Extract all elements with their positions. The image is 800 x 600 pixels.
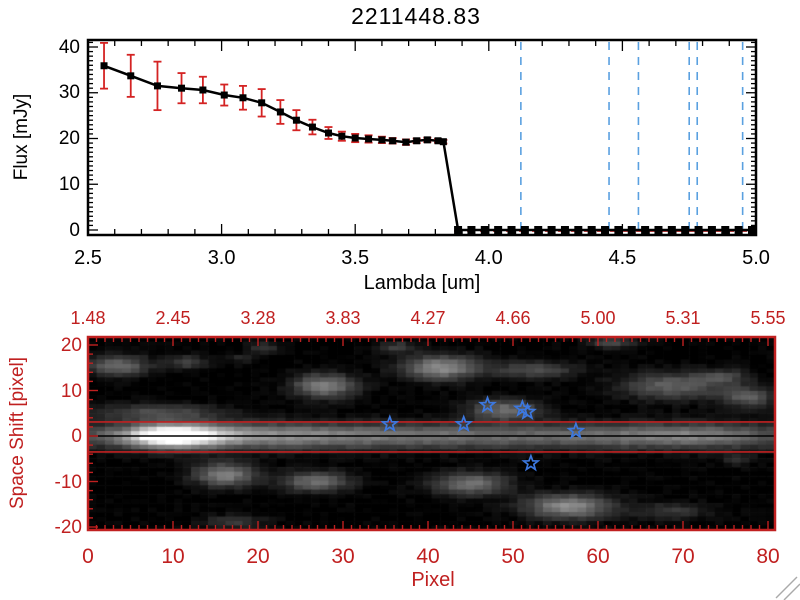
zero-flux-marker [520, 226, 529, 234]
wavelength-tick-label: 4.66 [495, 308, 531, 328]
flux-tick-label: 20 [58, 128, 80, 149]
data-point-marker [423, 136, 431, 144]
bottom-panel-frame [86, 335, 777, 532]
zero-flux-marker [480, 226, 489, 234]
pixel-tick-label: 10 [161, 545, 185, 568]
data-point-marker [413, 137, 421, 145]
wavelength-tick-label: 5.00 [580, 308, 616, 328]
data-point-marker [378, 136, 386, 144]
lambda-axis-label: Lambda [um] [363, 272, 481, 294]
spectral-image-canvas [88, 337, 775, 530]
pixel-tick-label: 20 [246, 545, 270, 568]
wavelength-tick-label: 2.45 [155, 308, 191, 328]
lambda-tick-label: 4.5 [608, 247, 637, 269]
zero-flux-marker [467, 226, 476, 234]
zero-flux-marker [734, 226, 743, 234]
pixel-tick-label: 30 [331, 545, 355, 568]
zero-flux-marker [574, 226, 583, 234]
zero-flux-marker [681, 226, 690, 234]
data-point-marker [199, 86, 207, 94]
pixel-tick-label: 50 [501, 545, 525, 568]
pixel-tick-label: 60 [586, 545, 610, 568]
zero-flux-marker [694, 226, 703, 234]
zero-flux-marker [534, 226, 543, 234]
star-marker [477, 395, 498, 414]
zero-flux-marker [547, 226, 556, 234]
flux-tick-label: 0 [69, 219, 80, 241]
zero-flux-marker [507, 226, 516, 234]
zero-flux-marker [641, 226, 650, 234]
zero-flux-marker [721, 226, 730, 234]
zero-flux-marker [627, 226, 636, 234]
data-point-marker [308, 123, 316, 131]
zero-flux-marker [601, 226, 610, 234]
data-point-marker [351, 134, 359, 142]
flux-axis-label: Flux [mJy] [11, 93, 32, 181]
wavelength-tick-label: 3.83 [325, 308, 361, 328]
zero-flux-marker [494, 226, 503, 234]
star-marker [454, 414, 474, 433]
data-point-marker [338, 132, 346, 140]
zero-flux-marker [454, 226, 463, 234]
top-panel-frame [86, 38, 758, 237]
data-point-marker [434, 137, 442, 145]
shift-tick-label: -10 [54, 471, 82, 493]
plot-title: 2211448.83 [351, 3, 481, 29]
lambda-tick-label: 5.0 [742, 247, 770, 269]
data-point-marker [389, 137, 397, 145]
data-point-marker [258, 99, 266, 107]
corner-hatch-mark [783, 583, 800, 600]
flux-tick-label: 10 [58, 173, 80, 195]
shift-tick-label: -20 [54, 517, 82, 538]
zero-flux-marker [667, 226, 676, 234]
pixel-tick-label: 80 [756, 545, 780, 568]
data-point-marker [153, 82, 161, 90]
data-point-marker [239, 94, 247, 102]
zero-flux-marker [707, 226, 716, 234]
pixel-axis-label: Pixel [411, 569, 455, 591]
shift-tick-label: 0 [71, 426, 82, 447]
flux-tick-label: 40 [58, 36, 80, 58]
space-shift-axis-label: Space Shift [pixel] [7, 356, 28, 510]
pixel-tick-label: 40 [416, 545, 440, 568]
star-marker [517, 401, 538, 421]
data-point-marker [220, 91, 228, 99]
wavelength-tick-label: 1.48 [70, 308, 106, 328]
lambda-tick-label: 4.0 [474, 247, 503, 269]
zero-flux-marker [587, 226, 596, 234]
lambda-tick-label: 2.5 [74, 247, 102, 269]
wavelength-tick-label: 4.27 [410, 308, 446, 328]
data-point-marker [100, 62, 108, 70]
star-marker [521, 453, 541, 472]
data-point-marker [127, 72, 135, 80]
lambda-tick-label: 3.0 [207, 247, 236, 269]
wavelength-tick-label: 5.55 [750, 308, 786, 328]
zero-flux-marker [560, 226, 569, 234]
star-marker [380, 414, 400, 433]
flux-tick-label: 30 [58, 82, 80, 104]
data-point-marker [439, 138, 447, 146]
shift-tick-label: 10 [60, 380, 82, 402]
data-point-marker [178, 84, 186, 92]
wavelength-tick-label: 3.28 [240, 308, 276, 328]
pixel-tick-label: 70 [671, 545, 695, 568]
data-point-marker [292, 116, 300, 124]
wavelength-tick-label: 5.31 [665, 308, 701, 328]
data-point-marker [365, 135, 373, 143]
zero-flux-marker [614, 226, 623, 234]
star-marker [566, 420, 586, 440]
pixel-tick-label: 0 [82, 545, 94, 568]
zero-flux-marker [654, 226, 663, 234]
shift-tick-label: 20 [60, 335, 82, 356]
data-point-marker [402, 138, 410, 146]
lambda-tick-label: 3.5 [341, 247, 370, 269]
data-point-marker [276, 108, 284, 116]
data-point-marker [324, 129, 332, 137]
corner-hatch-mark [775, 576, 798, 599]
